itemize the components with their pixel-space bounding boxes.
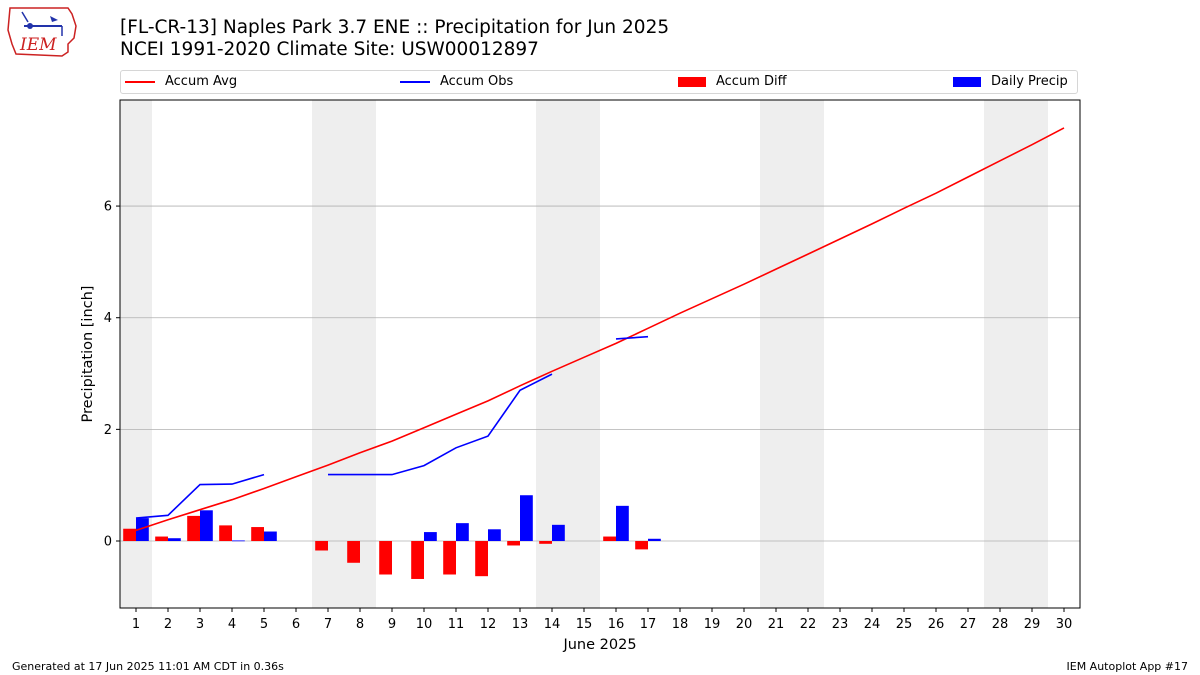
legend-item-accum-avg: Accum Avg: [125, 74, 237, 90]
weekend-band-1: [120, 100, 152, 608]
x-tick-label: 26: [928, 617, 945, 632]
legend-label-accum-avg: Accum Avg: [165, 74, 238, 89]
daily-precip-bar-day-12: [488, 529, 501, 542]
daily-precip-bar-day-16: [616, 505, 629, 542]
x-tick-label: 18: [672, 617, 689, 632]
accum-diff-bar-day-14: [539, 541, 552, 544]
accum-diff-bar-day-3: [187, 515, 200, 542]
y-tick-label: 2: [104, 423, 112, 438]
x-tick-label: 20: [736, 617, 753, 632]
legend-swatch-accum-diff: [678, 76, 706, 87]
daily-precip-bar-day-10: [424, 532, 437, 542]
x-tick-label: 8: [356, 617, 364, 632]
iem-logo: IEM: [7, 7, 77, 57]
weekend-band-2: [312, 100, 376, 608]
y-tick-label: 6: [104, 200, 112, 215]
x-tick-label: 16: [608, 617, 625, 632]
app-id: IEM Autoplot App #17: [1066, 660, 1189, 673]
x-tick-label: 1: [132, 617, 140, 632]
x-tick-label: 22: [800, 617, 817, 632]
chart-subtitle: NCEI 1991-2020 Climate Site: USW00012897: [120, 39, 539, 60]
accum-diff-bar-day-16: [603, 536, 616, 542]
accum-diff-bar-day-11: [443, 541, 456, 575]
x-tick-label: 19: [704, 617, 721, 632]
legend-swatch-daily-precip: [953, 76, 981, 87]
x-tick-label: 15: [576, 617, 593, 632]
legend-label-daily-precip: Daily Precip: [991, 74, 1068, 89]
x-tick-label: 27: [960, 617, 977, 632]
x-tick-label: 29: [1024, 617, 1041, 632]
x-tick-label: 12: [480, 617, 497, 632]
daily-precip-bar-day-2: [168, 538, 181, 542]
x-tick-label: 13: [512, 617, 529, 632]
daily-precip-bar-day-4: [232, 540, 245, 542]
accum-diff-bar-day-7: [315, 541, 328, 551]
y-axis-label: Precipitation [inch]: [80, 286, 96, 423]
legend-item-accum-obs: Accum Obs: [400, 74, 513, 90]
x-tick-label: 4: [228, 617, 236, 632]
accum-diff-bar-day-17: [635, 541, 648, 550]
accum-diff-bar-day-12: [475, 541, 488, 577]
legend-swatch-accum-obs: [400, 80, 430, 83]
accum-diff-bar-day-10: [411, 541, 424, 579]
x-tick-label: 7: [324, 617, 332, 632]
weekend-band-5: [984, 100, 1048, 608]
chart-title: [FL-CR-13] Naples Park 3.7 ENE :: Precip…: [120, 17, 670, 38]
x-tick-label: 11: [448, 617, 465, 632]
accum-obs-line-segment-3: [615, 335, 649, 340]
plot-area: [119, 99, 1081, 609]
accum-diff-bar-day-13: [507, 541, 520, 546]
generated-timestamp: Generated at 17 Jun 2025 11:01 AM CDT in…: [12, 660, 284, 673]
weekend-band-4: [760, 100, 824, 608]
x-tick-label: 28: [992, 617, 1009, 632]
accum-diff-bar-day-8: [347, 541, 360, 563]
weekend-band-3: [536, 100, 600, 608]
x-tick-label: 6: [292, 617, 300, 632]
x-tick-label: 9: [388, 617, 396, 632]
x-tick-label: 21: [768, 617, 785, 632]
x-axis-label: June 2025: [562, 637, 636, 653]
accum-obs-line-segment-2: [328, 373, 553, 476]
y-tick-label: 0: [104, 535, 112, 550]
legend: Accum Avg Accum Obs Accum Diff Daily Pre…: [120, 70, 1078, 94]
daily-precip-bar-day-14: [552, 524, 565, 542]
x-tick-label: 30: [1056, 617, 1073, 632]
accum-diff-bar-day-4: [219, 525, 232, 542]
daily-precip-bar-day-5: [264, 531, 277, 542]
daily-precip-bar-day-1: [136, 518, 149, 542]
x-tick-label: 17: [640, 617, 657, 632]
x-tick-label: 10: [416, 617, 433, 632]
accum-diff-bar-day-9: [379, 541, 392, 575]
accum-avg-line-segment-1: [135, 127, 1065, 532]
y-tick-label: 4: [104, 311, 112, 326]
daily-precip-bar-day-11: [456, 523, 469, 542]
x-tick-label: 24: [864, 617, 881, 632]
x-tick-label: 2: [164, 617, 172, 632]
legend-item-accum-diff: Accum Diff: [678, 74, 787, 90]
legend-label-accum-diff: Accum Diff: [716, 74, 787, 89]
legend-swatch-accum-avg: [125, 80, 155, 83]
x-tick-label: 5: [260, 617, 268, 632]
daily-precip-bar-day-17: [648, 538, 661, 542]
accum-obs-line-segment-1: [135, 473, 265, 519]
x-tick-label: 23: [832, 617, 849, 632]
accum-diff-bar-day-5: [251, 527, 264, 542]
x-tick-label: 3: [196, 617, 204, 632]
legend-item-daily-precip: Daily Precip: [953, 74, 1068, 90]
daily-precip-bar-day-13: [520, 495, 533, 542]
daily-precip-bar-day-3: [200, 510, 213, 542]
accum-diff-bar-day-2: [155, 536, 168, 542]
x-tick-label: 14: [544, 617, 561, 632]
accum-diff-bar-day-1: [123, 528, 136, 542]
x-tick-label: 25: [896, 617, 913, 632]
logo-text: IEM: [19, 35, 57, 55]
legend-label-accum-obs: Accum Obs: [440, 74, 514, 89]
